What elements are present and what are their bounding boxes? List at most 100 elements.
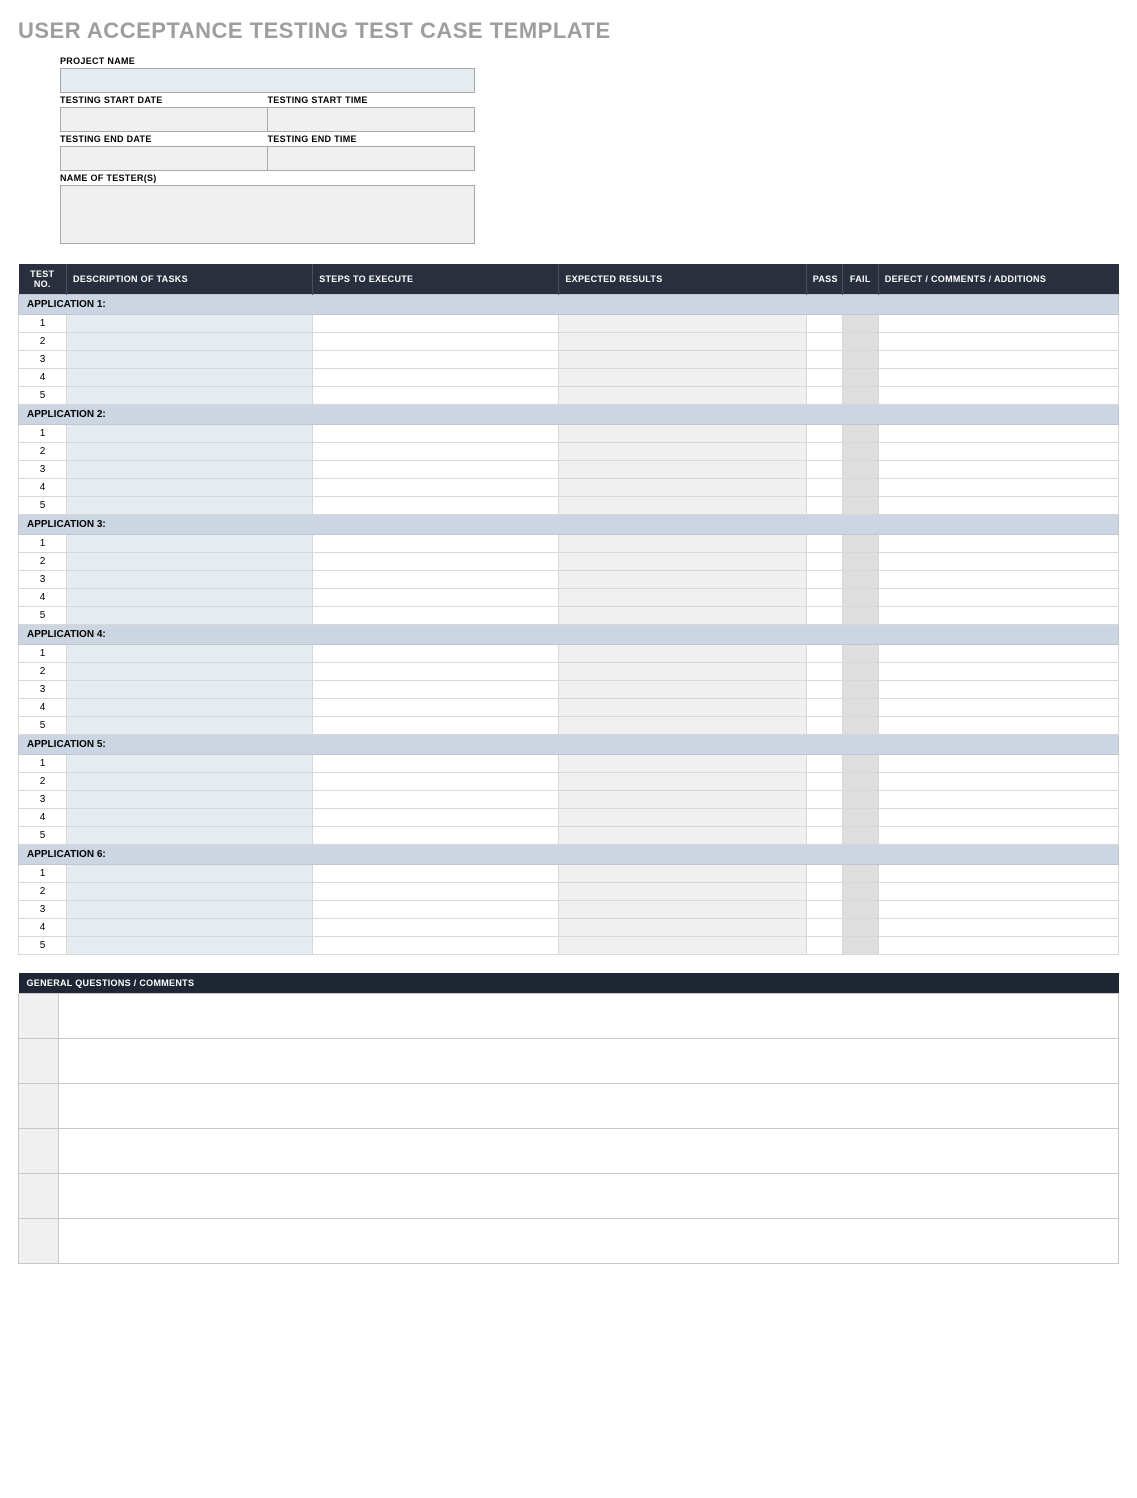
cell-fail[interactable] <box>842 425 878 443</box>
gq-left-cell[interactable] <box>19 1174 59 1219</box>
cell-defect[interactable] <box>878 901 1118 919</box>
cell-pass[interactable] <box>806 333 842 351</box>
cell-steps[interactable] <box>313 681 559 699</box>
cell-expected[interactable] <box>559 553 806 571</box>
cell-expected[interactable] <box>559 387 806 405</box>
cell-steps[interactable] <box>313 333 559 351</box>
end-time-input[interactable] <box>268 146 476 171</box>
gq-right-cell[interactable] <box>59 1174 1119 1219</box>
cell-steps[interactable] <box>313 461 559 479</box>
cell-pass[interactable] <box>806 645 842 663</box>
start-date-input[interactable] <box>60 107 268 132</box>
cell-desc[interactable] <box>67 607 313 625</box>
cell-expected[interactable] <box>559 919 806 937</box>
cell-fail[interactable] <box>842 351 878 369</box>
cell-expected[interactable] <box>559 425 806 443</box>
cell-pass[interactable] <box>806 425 842 443</box>
cell-testno[interactable]: 5 <box>19 937 67 955</box>
cell-pass[interactable] <box>806 755 842 773</box>
cell-pass[interactable] <box>806 883 842 901</box>
cell-defect[interactable] <box>878 699 1118 717</box>
end-date-input[interactable] <box>60 146 268 171</box>
cell-steps[interactable] <box>313 607 559 625</box>
cell-defect[interactable] <box>878 791 1118 809</box>
cell-desc[interactable] <box>67 571 313 589</box>
cell-steps[interactable] <box>313 919 559 937</box>
cell-desc[interactable] <box>67 589 313 607</box>
cell-testno[interactable]: 1 <box>19 315 67 333</box>
cell-testno[interactable]: 5 <box>19 717 67 735</box>
cell-testno[interactable]: 1 <box>19 535 67 553</box>
cell-defect[interactable] <box>878 479 1118 497</box>
cell-defect[interactable] <box>878 607 1118 625</box>
cell-fail[interactable] <box>842 919 878 937</box>
cell-pass[interactable] <box>806 663 842 681</box>
cell-testno[interactable]: 3 <box>19 461 67 479</box>
gq-right-cell[interactable] <box>59 1084 1119 1129</box>
cell-defect[interactable] <box>878 663 1118 681</box>
cell-pass[interactable] <box>806 589 842 607</box>
cell-steps[interactable] <box>313 901 559 919</box>
cell-testno[interactable]: 3 <box>19 901 67 919</box>
cell-expected[interactable] <box>559 333 806 351</box>
cell-desc[interactable] <box>67 901 313 919</box>
cell-desc[interactable] <box>67 351 313 369</box>
cell-testno[interactable]: 2 <box>19 443 67 461</box>
cell-testno[interactable]: 3 <box>19 571 67 589</box>
cell-defect[interactable] <box>878 443 1118 461</box>
cell-pass[interactable] <box>806 535 842 553</box>
cell-fail[interactable] <box>842 571 878 589</box>
cell-pass[interactable] <box>806 497 842 515</box>
cell-testno[interactable]: 5 <box>19 497 67 515</box>
cell-pass[interactable] <box>806 865 842 883</box>
cell-desc[interactable] <box>67 699 313 717</box>
cell-steps[interactable] <box>313 497 559 515</box>
cell-desc[interactable] <box>67 387 313 405</box>
tester-input[interactable] <box>60 185 475 244</box>
cell-steps[interactable] <box>313 387 559 405</box>
cell-testno[interactable]: 5 <box>19 387 67 405</box>
cell-desc[interactable] <box>67 809 313 827</box>
cell-expected[interactable] <box>559 443 806 461</box>
cell-steps[interactable] <box>313 351 559 369</box>
cell-defect[interactable] <box>878 571 1118 589</box>
cell-expected[interactable] <box>559 315 806 333</box>
cell-expected[interactable] <box>559 883 806 901</box>
cell-testno[interactable]: 2 <box>19 333 67 351</box>
cell-expected[interactable] <box>559 663 806 681</box>
cell-defect[interactable] <box>878 589 1118 607</box>
cell-expected[interactable] <box>559 497 806 515</box>
cell-pass[interactable] <box>806 773 842 791</box>
cell-testno[interactable]: 4 <box>19 809 67 827</box>
cell-steps[interactable] <box>313 883 559 901</box>
cell-pass[interactable] <box>806 315 842 333</box>
cell-fail[interactable] <box>842 901 878 919</box>
cell-expected[interactable] <box>559 773 806 791</box>
cell-steps[interactable] <box>313 791 559 809</box>
cell-expected[interactable] <box>559 351 806 369</box>
cell-desc[interactable] <box>67 919 313 937</box>
gq-right-cell[interactable] <box>59 1129 1119 1174</box>
cell-defect[interactable] <box>878 425 1118 443</box>
cell-desc[interactable] <box>67 333 313 351</box>
cell-expected[interactable] <box>559 937 806 955</box>
cell-steps[interactable] <box>313 589 559 607</box>
cell-desc[interactable] <box>67 663 313 681</box>
cell-testno[interactable]: 2 <box>19 663 67 681</box>
cell-fail[interactable] <box>842 553 878 571</box>
project-name-input[interactable] <box>60 68 475 93</box>
cell-fail[interactable] <box>842 589 878 607</box>
cell-defect[interactable] <box>878 883 1118 901</box>
cell-pass[interactable] <box>806 387 842 405</box>
cell-fail[interactable] <box>842 809 878 827</box>
cell-steps[interactable] <box>313 369 559 387</box>
cell-expected[interactable] <box>559 589 806 607</box>
gq-left-cell[interactable] <box>19 1039 59 1084</box>
cell-testno[interactable]: 4 <box>19 369 67 387</box>
cell-defect[interactable] <box>878 937 1118 955</box>
cell-defect[interactable] <box>878 645 1118 663</box>
cell-desc[interactable] <box>67 425 313 443</box>
cell-defect[interactable] <box>878 865 1118 883</box>
cell-fail[interactable] <box>842 791 878 809</box>
cell-pass[interactable] <box>806 607 842 625</box>
